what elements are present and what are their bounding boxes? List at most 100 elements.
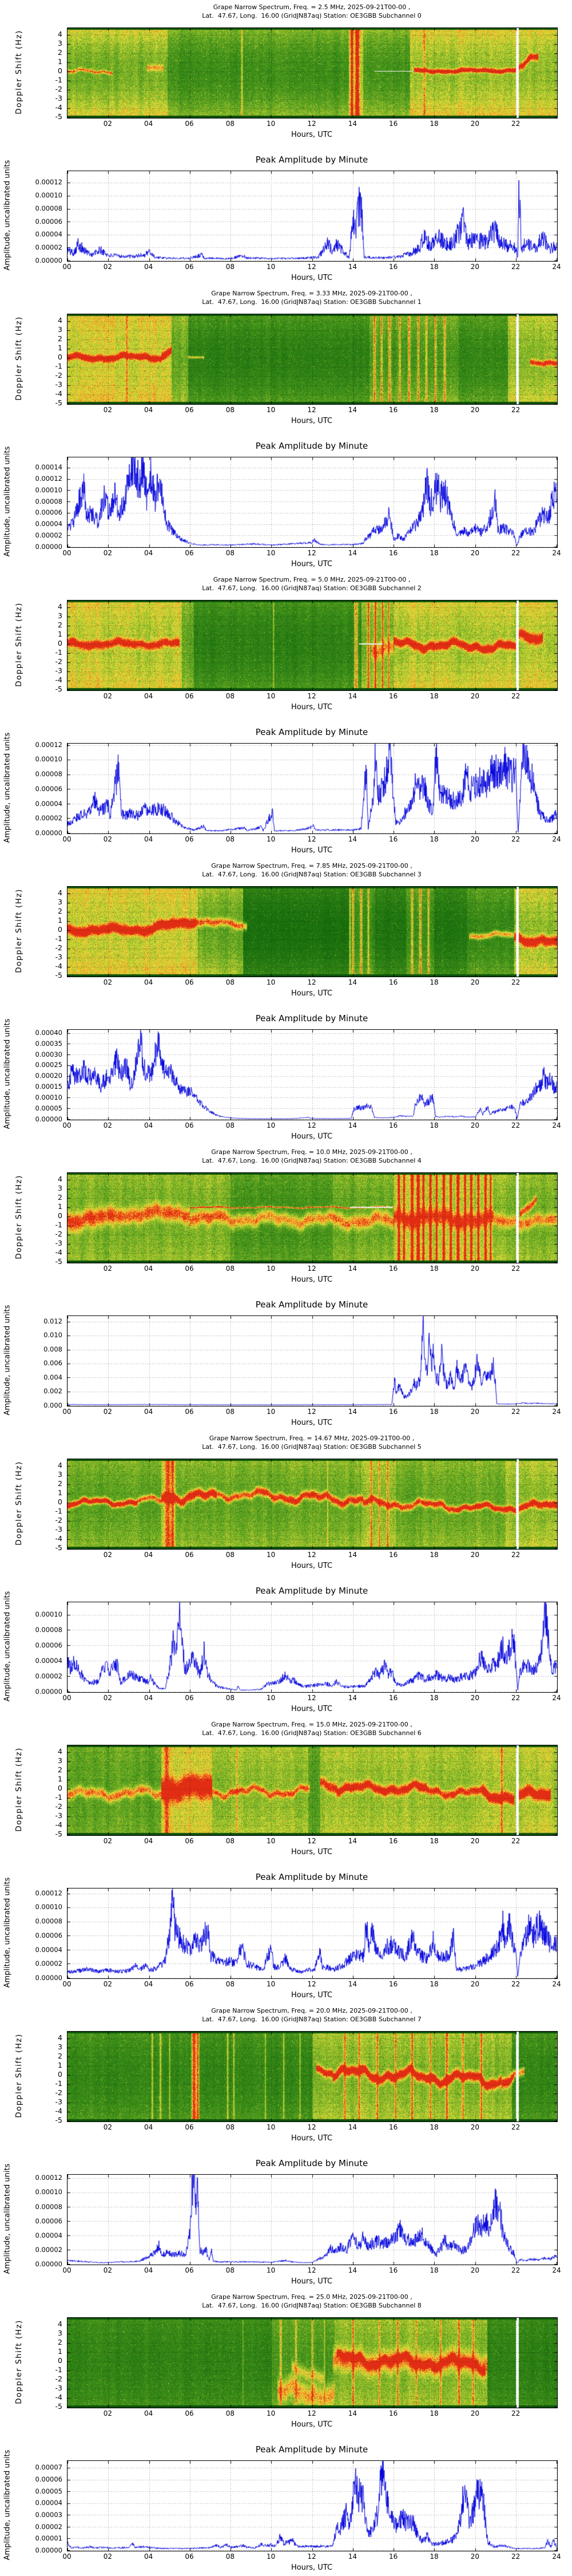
amp-x-tick-label: 14 <box>348 263 357 271</box>
spec-y-tick-label: -2 <box>55 657 62 666</box>
amp-x-tick-label: 06 <box>185 1121 194 1129</box>
spectrogram-title-line2: Lat. 47.67, Long. 16.00 (GridJN87aq) Sta… <box>202 1443 422 1451</box>
amp-x-tick-label: 04 <box>144 1408 153 1416</box>
spec-x-tick-label: 04 <box>144 2123 153 2131</box>
spec-y-tick-label: -5 <box>55 2402 62 2411</box>
amp-x-tick-label: 10 <box>267 1980 276 1988</box>
amp-x-tick-label: 02 <box>103 2553 112 2561</box>
amplitude-title: Peak Amplitude by Minute <box>255 1586 368 1596</box>
spec-y-tick-label: 1 <box>58 1775 62 1784</box>
amp-x-tick-label: 08 <box>225 1980 235 1988</box>
spec-y-tick-label: -5 <box>55 1257 62 1266</box>
amp-y-tick-label: 0.00006 <box>35 784 62 793</box>
spec-y-tick-label: -5 <box>55 1543 62 1552</box>
spec-y-tick-label: 2 <box>58 907 62 916</box>
spec-x-tick-label: 16 <box>389 120 398 128</box>
spectrogram-title-line2: Lat. 47.67, Long. 16.00 (GridJN87aq) Sta… <box>202 2302 422 2309</box>
spectrogram-title-line2: Lat. 47.67, Long. 16.00 (GridJN87aq) Sta… <box>202 584 422 592</box>
spec-y-tick-label: -2 <box>55 2374 62 2384</box>
amplitude-panel-5: Peak Amplitude by Minute Amplitude, uncal… <box>0 1574 572 1717</box>
amp-x-tick-label: 20 <box>470 1408 479 1416</box>
amp-x-tick-label: 08 <box>225 1694 235 1702</box>
spec-x-tick-label: 20 <box>470 406 479 414</box>
amp-y-tick-label: 0.00006 <box>35 1931 62 1939</box>
amp-y-tick-label: 0.00006 <box>35 217 62 226</box>
amp-x-axis-label: Hours, UTC <box>291 2563 333 2572</box>
spectrogram-canvas-6 <box>67 1745 557 1835</box>
spec-x-tick-label: 22 <box>511 1265 521 1273</box>
amp-x-tick-label: 16 <box>389 2266 398 2274</box>
amplitude-plot-area <box>67 743 558 834</box>
spec-x-tick-label: 18 <box>430 2123 439 2131</box>
spec-x-tick-label: 18 <box>430 692 439 700</box>
spec-y-tick-label: 0 <box>58 1211 62 1220</box>
spec-x-tick-label: 06 <box>185 978 194 986</box>
amp-y-tick-label: 0.00008 <box>35 1625 62 1634</box>
amp-y-tick-label: 0.00004 <box>35 1656 62 1665</box>
amp-x-tick-label: 12 <box>307 1694 316 1702</box>
amp-x-tick-label: 04 <box>144 549 153 557</box>
amp-y-tick-label: 0.00000 <box>35 1974 62 1982</box>
spec-x-tick-label: 06 <box>185 1837 194 1845</box>
spectrogram-plot-area <box>67 1745 558 1836</box>
amp-x-tick-label: 20 <box>470 1694 479 1702</box>
spec-x-tick-label: 06 <box>185 692 194 700</box>
amp-y-tick-label: 0.010 <box>43 1331 62 1340</box>
amplitude-plot-area <box>67 1602 558 1693</box>
spec-x-tick-label: 08 <box>225 1265 235 1273</box>
amp-x-tick-label: 18 <box>430 835 439 843</box>
spec-y-tick-label: 2 <box>58 334 62 343</box>
spec-y-tick-label: 1 <box>58 1202 62 1211</box>
spec-x-tick-label: 04 <box>144 1837 153 1845</box>
amp-x-tick-label: 24 <box>552 2266 561 2274</box>
amp-y-tick-label: 0.00000 <box>35 2546 62 2554</box>
amplitude-plot-area <box>67 1315 558 1406</box>
spec-x-tick-label: 22 <box>511 120 521 128</box>
spectrogram-panel-3: Grape Narrow Spectrum, Freq. = 7.85 MHz,… <box>0 859 572 1002</box>
spec-y-tick-label: 3 <box>58 2042 62 2052</box>
spec-x-tick-label: 20 <box>470 2123 479 2131</box>
spec-y-tick-label: -4 <box>55 2107 62 2116</box>
amp-x-tick-label: 14 <box>348 835 357 843</box>
spec-x-axis-label: Hours, UTC <box>291 417 333 425</box>
spec-x-tick-label: 20 <box>470 120 479 128</box>
amplitude-panel-2: Peak Amplitude by Minute Amplitude, uncal… <box>0 716 572 859</box>
amplitude-plot-area <box>67 171 558 262</box>
amp-x-tick-label: 00 <box>62 835 72 843</box>
spec-y-tick-label: 4 <box>58 1747 62 1756</box>
spectrogram-plot-area <box>67 2031 558 2122</box>
amp-x-axis-label: Hours, UTC <box>291 846 333 855</box>
spectrogram-panel-4: Grape Narrow Spectrum, Freq. = 10.0 MHz,… <box>0 1145 572 1288</box>
spectrogram-panel-1: Grape Narrow Spectrum, Freq. = 3.33 MHz,… <box>0 286 572 429</box>
spec-x-axis-label: Hours, UTC <box>291 131 333 139</box>
spec-x-axis-label: Hours, UTC <box>291 1275 333 1284</box>
spec-y-tick-label: -2 <box>55 85 62 94</box>
spectrogram-plot-area <box>67 27 558 118</box>
amp-x-tick-label: 22 <box>511 549 521 557</box>
amplitude-canvas-8 <box>67 2461 557 2551</box>
spec-x-axis-label: Hours, UTC <box>291 703 333 712</box>
spec-y-tick-label: 0 <box>58 1498 62 1507</box>
amplitude-canvas-7 <box>67 2175 557 2265</box>
amp-x-tick-label: 16 <box>389 263 398 271</box>
amp-y-tick-label: 0.00005 <box>35 1104 62 1113</box>
spec-x-tick-label: 08 <box>225 406 235 414</box>
amp-x-tick-label: 22 <box>511 1408 521 1416</box>
amp-x-tick-label: 24 <box>552 1694 561 1702</box>
spec-x-axis-label: Hours, UTC <box>291 2420 333 2429</box>
spec-y-tick-label: 0 <box>58 353 62 362</box>
amp-y-tick-label: 0.008 <box>43 1345 62 1353</box>
spec-x-tick-label: 18 <box>430 2409 439 2417</box>
spec-x-tick-label: 04 <box>144 1265 153 1273</box>
spectrogram-plot-area <box>67 600 558 691</box>
amp-y-tick-label: 0.00005 <box>35 2487 62 2495</box>
spec-y-tick-label: 4 <box>58 2320 62 2328</box>
spectrogram-canvas-8 <box>67 2318 557 2408</box>
spec-y-tick-label: -3 <box>55 1525 62 1534</box>
amp-y-tick-label: 0.00035 <box>35 1039 62 1048</box>
amplitude-title: Peak Amplitude by Minute <box>255 727 368 737</box>
amp-y-axis-label: Amplitude, uncalibrated units <box>3 160 12 271</box>
amp-x-tick-label: 22 <box>511 1980 521 1988</box>
spec-y-tick-label: 3 <box>58 898 62 907</box>
spec-x-tick-label: 14 <box>348 1837 357 1845</box>
